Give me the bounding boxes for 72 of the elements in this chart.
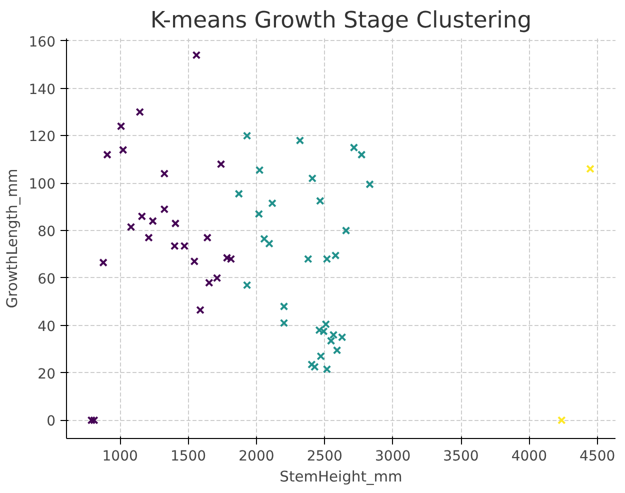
point	[322, 254, 332, 264]
point	[103, 150, 112, 159]
point	[190, 257, 199, 266]
point	[280, 318, 288, 328]
point	[268, 199, 276, 208]
point	[116, 122, 126, 130]
y-tick-label: 20	[38, 366, 56, 382]
point	[308, 360, 316, 369]
point	[212, 274, 222, 282]
point	[322, 320, 330, 328]
point	[296, 136, 304, 145]
x-tick-label: 4500	[580, 448, 616, 464]
point	[160, 205, 169, 214]
point	[192, 50, 201, 60]
point	[254, 210, 264, 218]
point	[366, 180, 374, 189]
point	[136, 108, 144, 116]
point	[204, 278, 214, 287]
point	[87, 416, 96, 424]
point	[557, 416, 566, 424]
x-axis-title: StemHeight_mm	[280, 468, 402, 486]
point	[203, 233, 212, 242]
point	[342, 226, 350, 235]
point	[160, 169, 169, 178]
x-tick-label: 1000	[102, 448, 138, 464]
point	[308, 174, 317, 183]
point	[234, 190, 244, 198]
point	[222, 254, 232, 262]
point	[310, 362, 319, 372]
point	[332, 346, 342, 354]
point	[242, 280, 252, 290]
point	[586, 164, 594, 174]
y-tick-label: 80	[38, 224, 56, 240]
y-tick-label: 100	[28, 176, 56, 193]
x-tick-label: 2500	[306, 448, 342, 464]
y-tick-label: 120	[28, 129, 56, 146]
point	[255, 166, 264, 174]
x-tick-label: 1500	[170, 448, 206, 464]
point	[316, 352, 325, 360]
x-tick-label: 3000	[375, 448, 411, 464]
point	[265, 239, 274, 248]
point	[242, 132, 252, 140]
point	[350, 143, 358, 152]
y-tick-label: 160	[28, 34, 56, 50]
point	[322, 365, 332, 374]
point	[126, 222, 136, 232]
chart-title: K-means Growth Stage Clustering	[150, 8, 532, 34]
y-tick-label: 60	[38, 271, 56, 288]
y-tick-label: 0	[46, 414, 56, 430]
point	[304, 254, 312, 264]
point	[357, 150, 366, 159]
point	[331, 251, 340, 260]
point	[216, 160, 226, 168]
point	[118, 146, 128, 154]
point	[171, 219, 180, 228]
y-tick-label: 140	[28, 82, 56, 98]
x-tick-label: 3500	[443, 448, 479, 464]
point	[144, 233, 153, 242]
point	[148, 216, 157, 226]
x-tick-label: 2000	[238, 448, 274, 464]
point	[99, 258, 108, 267]
point	[280, 302, 288, 311]
y-tick-label: 40	[38, 318, 56, 335]
y-axis-title: GrowthLength_mm	[4, 168, 21, 308]
point	[326, 336, 336, 345]
x-tick-label: 4000	[511, 448, 548, 464]
point	[260, 234, 268, 244]
point	[196, 306, 204, 314]
point	[316, 196, 324, 206]
point	[138, 212, 146, 221]
point	[226, 254, 236, 264]
point	[90, 416, 98, 424]
